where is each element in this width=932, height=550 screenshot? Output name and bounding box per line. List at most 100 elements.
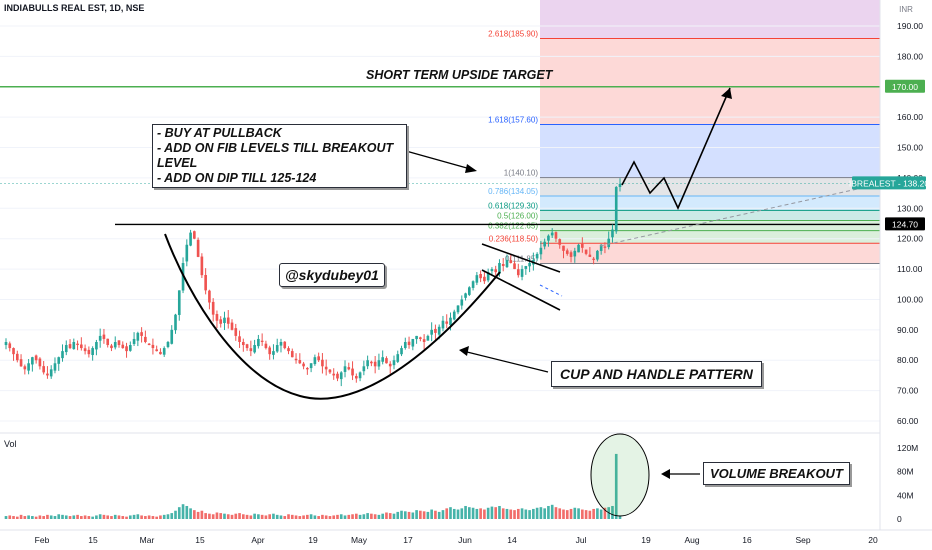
volume-bar: [535, 507, 539, 519]
candle-body: [208, 290, 211, 303]
volume-bar: [136, 514, 140, 519]
volume-bar: [200, 510, 204, 519]
volume-bar: [110, 516, 113, 519]
volume-bar: [144, 516, 147, 519]
volume-breakout-note[interactable]: VOLUME BREAKOUT: [703, 462, 850, 485]
volume-bars: [4, 453, 622, 519]
volume-bar: [8, 515, 12, 519]
projection-arrowhead: [721, 88, 732, 99]
y-tick-label: 160.00: [897, 112, 923, 122]
candle-body: [290, 351, 294, 358]
x-tick-label: 19: [308, 535, 318, 545]
candle-body: [516, 269, 520, 276]
candle-body: [426, 335, 430, 341]
candle-body: [83, 348, 87, 352]
candle-body: [162, 348, 166, 355]
volume-bar: [490, 506, 494, 519]
volume-bar: [351, 514, 354, 519]
candle-body: [27, 363, 30, 371]
candle-body: [328, 369, 332, 373]
volume-bar: [12, 516, 15, 519]
fib-label: 0.5(126.00): [497, 211, 538, 220]
volume-bar: [577, 508, 580, 519]
volume-bar: [313, 515, 317, 519]
volume-bar: [208, 513, 211, 519]
volume-bar: [411, 512, 415, 519]
volume-bar: [599, 509, 603, 519]
y-tick-label: 80.00: [897, 355, 919, 365]
volume-bar: [592, 508, 595, 519]
candle-body: [193, 231, 196, 239]
candle-body: [155, 349, 158, 352]
volume-bar: [483, 509, 486, 519]
candle-body: [241, 341, 245, 346]
candle-body: [238, 336, 241, 342]
candle-body: [385, 358, 388, 364]
volume-bar: [339, 514, 343, 519]
candle-body: [449, 317, 452, 326]
volume-bar: [550, 504, 554, 519]
candle-body: [245, 344, 249, 349]
candle-body: [358, 372, 362, 379]
volume-bar: [189, 508, 192, 519]
x-tick-label: Jul: [576, 535, 587, 545]
volume-bar: [573, 507, 577, 519]
candle-body: [87, 349, 91, 355]
candle-body: [355, 376, 358, 379]
candle-body: [264, 343, 268, 349]
candle-body: [411, 338, 415, 347]
volume-tick-label: 0: [897, 514, 902, 524]
volume-bar: [162, 514, 166, 519]
buy-note-arrow: [405, 150, 475, 171]
candle-body: [177, 290, 181, 315]
candle-body: [366, 360, 369, 367]
volume-tick-label: 80M: [897, 467, 914, 477]
x-tick-label: 16: [742, 535, 752, 545]
candle-body: [351, 368, 354, 376]
volume-bar: [23, 516, 27, 519]
x-tick-label: 20: [868, 535, 878, 545]
candle-body: [283, 341, 287, 349]
volume-bar: [588, 510, 592, 519]
candle-body: [253, 345, 256, 353]
candle-body: [219, 319, 223, 324]
volume-bar: [415, 510, 418, 519]
volume-bar: [147, 515, 151, 519]
candle-body: [558, 239, 562, 245]
candle-body: [91, 348, 94, 356]
cup-handle-note[interactable]: CUP AND HANDLE PATTERN: [551, 361, 762, 387]
author-tag[interactable]: @skydubey01: [279, 263, 385, 287]
volume-bar: [128, 515, 132, 519]
volume-bar: [83, 515, 87, 519]
volume-bar: [558, 508, 562, 519]
volume-bar: [42, 516, 45, 519]
volume-bar: [68, 516, 72, 519]
candle-body: [562, 245, 565, 251]
volume-bar: [287, 514, 290, 519]
candle-body: [581, 243, 584, 248]
candle-body: [599, 244, 603, 251]
resistance-price-badge-bg: [885, 217, 925, 231]
candle-body: [275, 345, 279, 352]
x-tick-label: 15: [88, 535, 98, 545]
candle-body: [464, 293, 467, 298]
candle-body: [46, 373, 49, 376]
y-tick-label: 60.00: [897, 416, 919, 426]
candle-body: [110, 345, 113, 349]
volume-bar: [509, 509, 513, 519]
candle-body: [336, 373, 339, 379]
candle-body: [505, 259, 509, 268]
volume-bar: [479, 508, 482, 519]
volume-bar: [211, 514, 215, 519]
candle-body: [4, 342, 8, 346]
candle-body: [23, 366, 27, 370]
buy-strategy-note[interactable]: - BUY AT PULLBACK - ADD ON FIB LEVELS TI…: [152, 124, 407, 188]
candle-body: [272, 351, 275, 355]
volume-bar: [102, 514, 106, 519]
volume-bar: [249, 515, 253, 519]
drawings: [164, 87, 881, 517]
volume-bar: [547, 505, 550, 519]
volume-bar: [539, 507, 543, 519]
volume-bar: [430, 509, 433, 519]
